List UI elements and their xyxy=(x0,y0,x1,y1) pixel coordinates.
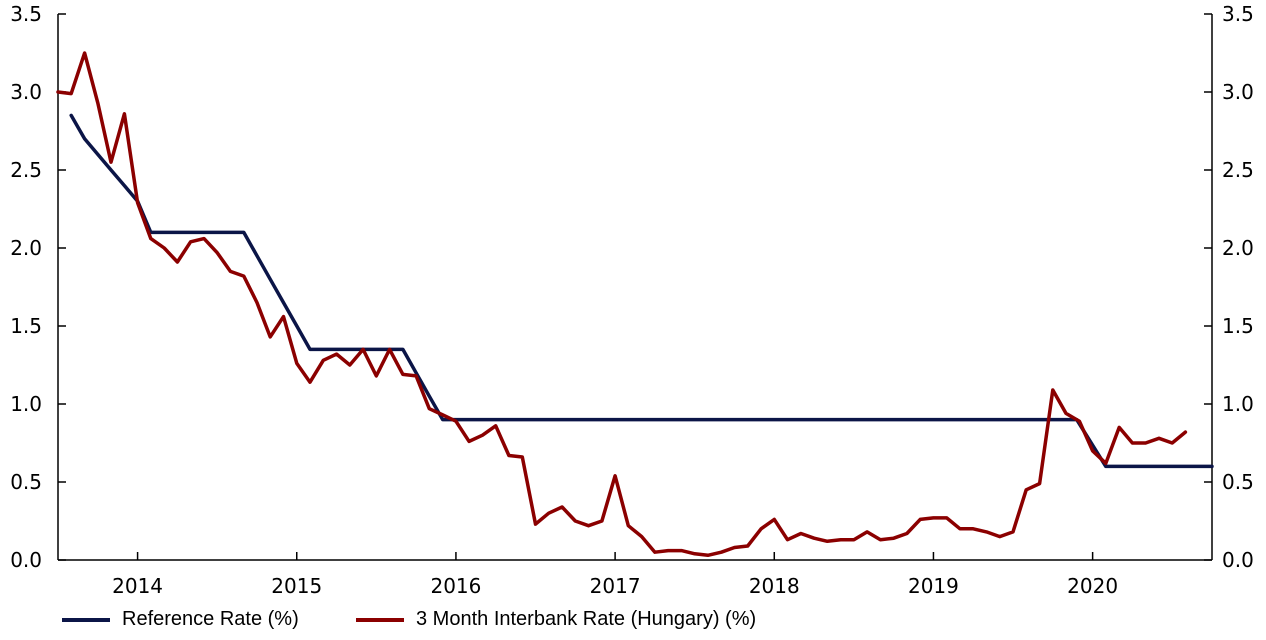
x-tick-label: 2016 xyxy=(430,574,481,598)
y-tick-label-right: 1.5 xyxy=(1222,314,1254,338)
y-tick-label-left: 1.0 xyxy=(10,392,42,416)
legend-item-interbank-rate: 3 Month Interbank Rate (Hungary) (%) xyxy=(356,608,756,631)
y-tick-label-left: 3.0 xyxy=(10,80,42,104)
legend-label-interbank-rate: 3 Month Interbank Rate (Hungary) (%) xyxy=(416,608,757,630)
y-tick-label-right: 3.5 xyxy=(1222,2,1254,26)
y-tick-label-left: 0.0 xyxy=(10,548,42,572)
legend-item-reference-rate: Reference Rate (%) xyxy=(62,608,299,631)
x-tick-label: 2014 xyxy=(112,574,163,598)
legend: Reference Rate (%) 3 Month Interbank Rat… xyxy=(0,600,1266,640)
y-tick-label-left: 2.0 xyxy=(10,236,42,260)
y-tick-label-right: 2.0 xyxy=(1222,236,1254,260)
y-tick-label-right: 3.0 xyxy=(1222,80,1254,104)
line-chart: 0.0 0.5 1.0 1.5 2.0 2.5 3.0 3.5 0.0 0.5 1.0 1.5 2.0 2… xyxy=(10,2,1254,598)
y-tick-label-left: 1.5 xyxy=(10,314,42,338)
y-tick-label-right: 0.5 xyxy=(1222,470,1254,494)
tick-labels: 0.0 0.5 1.0 1.5 2.0 2.5 3.0 3.5 0.0 0.5 1.0 1.5 2.0 2… xyxy=(10,2,1254,598)
y-tick-label-right: 1.0 xyxy=(1222,392,1254,416)
legend-swatch-reference-rate xyxy=(62,617,110,622)
tick-marks xyxy=(58,13,1212,561)
y-tick-label-left: 0.5 xyxy=(10,470,42,494)
legend-label-reference-rate: Reference Rate (%) xyxy=(122,608,299,630)
x-tick-label: 2018 xyxy=(749,574,800,598)
y-tick-label-left: 3.5 xyxy=(10,2,42,26)
y-tick-label-right: 2.5 xyxy=(1222,158,1254,182)
y-tick-label-right: 0.0 xyxy=(1222,548,1254,572)
series-lines xyxy=(56,51,1214,558)
axes xyxy=(57,14,1213,561)
series-line-reference-rate xyxy=(69,113,1214,469)
series-line-interbank-rate xyxy=(56,51,1188,558)
x-tick-label: 2015 xyxy=(271,574,322,598)
x-tick-label: 2019 xyxy=(908,574,959,598)
x-tick-label: 2020 xyxy=(1067,574,1118,598)
y-tick-label-left: 2.5 xyxy=(10,158,42,182)
x-tick-label: 2017 xyxy=(590,574,641,598)
legend-swatch-interbank-rate xyxy=(356,617,404,622)
